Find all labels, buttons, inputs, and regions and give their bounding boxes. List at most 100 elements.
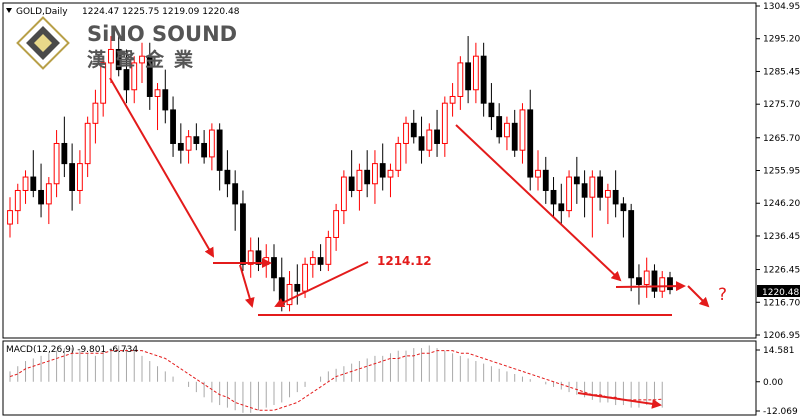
candle-down [550, 189, 557, 205]
candle-down [177, 142, 184, 151]
candle-down [636, 277, 642, 285]
candle-up [154, 89, 161, 97]
candle-up [53, 142, 60, 185]
candle-up [643, 270, 650, 285]
support-price-label: 1214.12 [377, 254, 432, 268]
chart-header: GOLD,Daily 1224.47 1225.75 1219.09 1220.… [6, 7, 240, 17]
candle-up [7, 210, 13, 225]
down-trend-arrow-2 [455, 124, 622, 282]
candle-up [566, 176, 572, 212]
candle-down [38, 189, 44, 205]
macd-tick-label: -12.069 [763, 407, 798, 417]
chart-symbol: GOLD,Daily [16, 7, 68, 17]
candle-down [620, 203, 627, 212]
candle-down [146, 55, 153, 97]
candle-down [201, 142, 208, 158]
candle-up [604, 189, 611, 198]
candle-down [612, 189, 619, 205]
price-tick-label: 1246.20 [763, 199, 800, 209]
macd-pane-frame [2, 340, 757, 416]
price-tick-label: 1226.45 [763, 266, 800, 276]
candle-up [108, 48, 114, 64]
candle-up [504, 122, 510, 138]
macd-tick-label: 14.581 [763, 346, 795, 356]
price-tick-label: 1304.95 [763, 2, 800, 12]
candle-down [488, 102, 495, 118]
price-tick-label: 1285.45 [763, 67, 800, 77]
candle-down [271, 257, 277, 279]
candle-up [333, 210, 340, 238]
candle-up [302, 263, 308, 292]
candle-down [542, 169, 549, 191]
candle-down [69, 163, 76, 191]
macd-header: MACD(12,26,9) -9.801 -6.734 [6, 345, 138, 355]
candle-down [418, 136, 425, 151]
macd [9, 345, 663, 413]
candle-up [472, 55, 479, 91]
projected-drop-arrow [687, 285, 710, 308]
price-tick-label: 1295.20 [763, 35, 800, 45]
candle-down [224, 169, 231, 185]
candle-up [519, 109, 526, 151]
candle-down [628, 210, 635, 279]
current-price-value: 1220.48 [762, 288, 799, 298]
candle-up [100, 62, 107, 104]
candle-down [216, 129, 223, 171]
candle-down [597, 176, 604, 198]
logo-diamond-core [34, 34, 52, 52]
candle-up [457, 62, 464, 97]
candles [7, 36, 673, 312]
candle-down [193, 136, 200, 144]
current-price-tag-bg [757, 285, 800, 297]
candle-down [30, 176, 37, 191]
candle-down [317, 257, 324, 265]
candle-up [22, 176, 29, 191]
candle-down [511, 122, 518, 151]
candle-up [535, 169, 541, 178]
candle-down [278, 277, 285, 306]
candle-down [255, 250, 262, 265]
macd-axis: 14.581 0.00 -12.069 [756, 346, 798, 417]
candle-up [14, 189, 21, 212]
candle-up [340, 176, 347, 212]
candle-down [61, 142, 68, 165]
price-tick-label: 1206.95 [763, 331, 800, 341]
price-tick-label: 1236.45 [763, 232, 800, 242]
candle-down [162, 89, 169, 111]
question-mark: ? [718, 285, 727, 305]
macd-down-arrow [577, 392, 662, 409]
price-tick-label: 1255.95 [763, 167, 800, 177]
candle-down [581, 183, 588, 198]
candle-up [426, 129, 433, 151]
candle-up [309, 257, 316, 265]
candle-up [589, 176, 596, 198]
candle-down [240, 203, 246, 265]
candle-down [527, 109, 534, 178]
candle-up [356, 169, 363, 191]
candle-up [286, 283, 293, 306]
price-tick-label: 1216.70 [763, 298, 800, 308]
candle-down [480, 55, 487, 104]
candle-down [170, 109, 176, 144]
candle-down [294, 283, 301, 292]
down-trend-arrow-1 [109, 77, 215, 258]
candle-up [139, 55, 145, 64]
logo-chinese: 漢聲金業 [87, 48, 203, 71]
candle-up [185, 136, 192, 151]
candle-down [573, 176, 580, 185]
candle-down [434, 129, 440, 144]
price-tick-label: 1265.70 [763, 134, 800, 144]
candle-up [92, 102, 99, 124]
logo-name: SiNO SOUND [87, 22, 237, 46]
candle-down [651, 270, 658, 292]
candle-up [76, 163, 83, 191]
candle-up [325, 236, 332, 265]
candle-down [379, 163, 386, 178]
candle-up [659, 277, 666, 292]
candle-up [449, 95, 456, 104]
current-price-tag: 1220.48 [757, 285, 800, 298]
candle-down [115, 48, 122, 71]
annotations: 1214.12 ? [109, 77, 727, 409]
support-pointer-arrow [274, 261, 369, 308]
candle-down [123, 69, 130, 91]
